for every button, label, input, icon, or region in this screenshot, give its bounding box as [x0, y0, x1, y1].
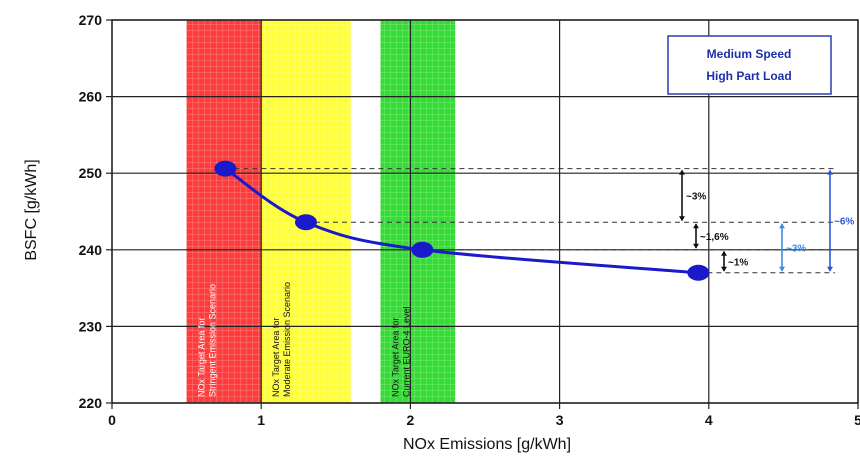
- arrow-head-top: [779, 223, 785, 229]
- annotation-label: ~1%: [728, 257, 748, 268]
- x-tick-label: 0: [108, 412, 116, 428]
- band-hatch-3: [380, 20, 456, 403]
- arrow-head-bottom: [679, 216, 685, 222]
- arrow-head-top: [693, 223, 699, 229]
- y-tick-label: 270: [79, 12, 103, 28]
- legend-box: Medium Speed High Part Load: [667, 35, 832, 95]
- band-hatch-2: [261, 20, 351, 403]
- band-label-3: NOx Target Area forCurrent EURO-4 Level: [391, 306, 412, 397]
- y-tick-label: 240: [79, 242, 103, 258]
- tick-labels: 0 1 2 3 4 5 220 230 240 250 260 270: [79, 12, 860, 428]
- arrow-head-top: [827, 169, 833, 175]
- data-point: [294, 214, 317, 231]
- x-tick-label: 4: [705, 412, 713, 428]
- x-axis-title: NOx Emissions [g/kWh]: [403, 436, 571, 453]
- y-tick-label: 250: [79, 165, 103, 181]
- annotation-label: ~6%: [834, 217, 854, 228]
- arrow-head-bottom: [779, 266, 785, 272]
- arrow-head-bottom: [721, 266, 727, 272]
- band-label-2: NOx Target Area forModerate Emission Sce…: [271, 282, 292, 397]
- band-hatch-1: [186, 20, 262, 403]
- annotation-label: ~1,6%: [700, 232, 729, 243]
- annotation-label: ~3%: [786, 244, 806, 255]
- target-bands: [186, 20, 456, 403]
- y-tick-label: 230: [79, 318, 103, 334]
- data-series: [214, 160, 710, 281]
- data-point: [411, 241, 434, 258]
- y-tick-label: 220: [79, 395, 103, 411]
- legend-line-1: Medium Speed: [707, 47, 792, 61]
- band-label-1: NOx Target Area forStringent Emission Sc…: [197, 284, 218, 397]
- arrow-head-top: [721, 250, 727, 256]
- arrow-head-top: [679, 169, 685, 175]
- x-tick-label: 1: [257, 412, 265, 428]
- x-tick-label: 5: [854, 412, 860, 428]
- data-point: [687, 264, 710, 281]
- annotation-label: ~3%: [686, 191, 706, 202]
- percent-annotations: ~3% ~1,6% ~1% ~3% ~6%: [679, 169, 854, 272]
- legend-line-2: High Part Load: [706, 69, 791, 83]
- x-tick-label: 2: [407, 412, 415, 428]
- x-tick-label: 3: [556, 412, 564, 428]
- y-axis-title: BSFC [g/kWh]: [23, 159, 40, 260]
- data-point: [214, 160, 237, 177]
- guide-lines: [225, 168, 835, 274]
- arrow-head-bottom: [827, 266, 833, 272]
- series-line: [224, 167, 699, 275]
- y-tick-label: 260: [79, 89, 103, 105]
- band-labels: NOx Target Area forStringent Emission Sc…: [197, 282, 412, 397]
- arrow-head-bottom: [693, 243, 699, 249]
- plot-frame: [111, 19, 859, 404]
